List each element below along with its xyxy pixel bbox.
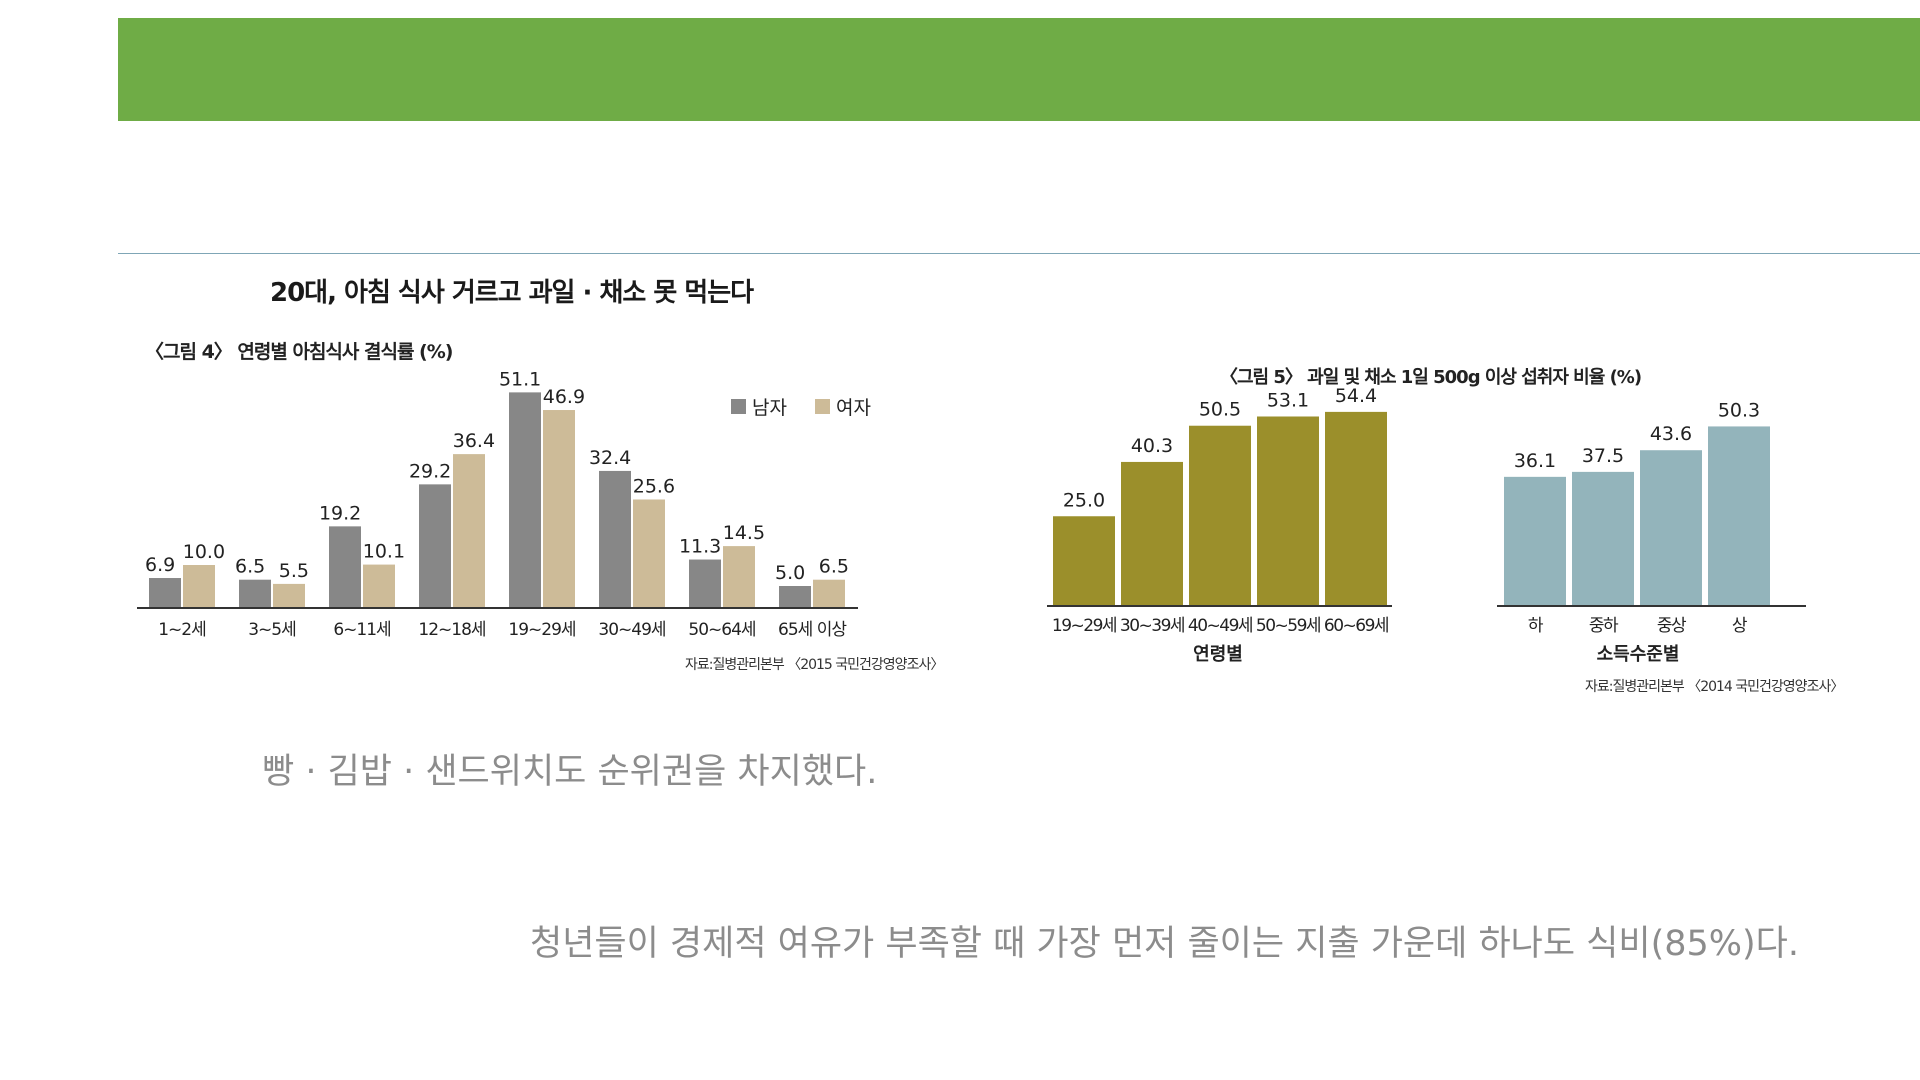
chart1-source: 자료:질병관리본부 〈2015 국민건강영양조사〉 — [685, 657, 944, 673]
x-tick-label: 60~69세 — [1324, 616, 1388, 636]
data-label-female: 46.9 — [543, 386, 585, 408]
legend-swatch — [731, 399, 746, 414]
data-label-male: 11.3 — [679, 536, 721, 558]
data-label: 25.0 — [1063, 489, 1105, 511]
data-label-male: 32.4 — [589, 447, 631, 469]
data-label: 50.5 — [1199, 399, 1241, 421]
group-label: 소득수준별 — [1597, 644, 1680, 665]
caption-second: 청년들이 경제적 여유가 부족할 때 가장 먼저 줄이는 지출 가운데 하나도 … — [530, 924, 1800, 964]
chart2-source: 자료:질병관리본부 〈2014 국민건강영양조사〉 — [1585, 679, 1844, 695]
caption-first: 빵 · 김밥 · 샌드위치도 순위권을 차지했다. — [262, 752, 878, 792]
x-tick-label: 50~59세 — [1256, 616, 1320, 636]
data-label-female: 10.0 — [183, 541, 225, 563]
data-label: 54.4 — [1335, 385, 1377, 407]
header-banner — [118, 18, 1920, 121]
bar — [1504, 476, 1566, 605]
chart2-title: 〈그림 5〉 과일 및 채소 1일 500g 이상 섭취자 비율 (%) — [1220, 367, 1642, 388]
data-label-male: 6.5 — [235, 556, 265, 578]
bar-female — [273, 583, 305, 607]
bar-female — [813, 579, 845, 607]
section-divider — [118, 253, 1920, 254]
x-tick-label: 중하 — [1589, 616, 1619, 636]
legend-label: 여자 — [836, 397, 871, 419]
data-label: 50.3 — [1718, 399, 1760, 421]
x-tick-label: 50~64세 — [688, 620, 755, 640]
bar-male — [509, 392, 541, 607]
bar — [1053, 516, 1115, 605]
bar-female — [543, 410, 575, 607]
data-label: 37.5 — [1582, 445, 1624, 467]
x-tick-label: 하 — [1528, 616, 1544, 636]
bar — [1572, 471, 1634, 605]
bar-male — [779, 586, 811, 607]
bar-female — [453, 454, 485, 607]
data-label: 43.6 — [1650, 423, 1692, 445]
x-tick-label: 3~5세 — [248, 620, 296, 640]
x-tick-label: 30~49세 — [598, 620, 665, 640]
x-tick-label: 19~29세 — [508, 620, 575, 640]
bar-male — [149, 578, 181, 607]
bar — [1708, 426, 1770, 605]
x-tick-label: 40~49세 — [1188, 616, 1252, 636]
data-label: 40.3 — [1131, 435, 1173, 457]
data-label-female: 5.5 — [279, 560, 309, 582]
data-label-male: 6.9 — [145, 554, 175, 576]
data-label-male: 5.0 — [775, 562, 805, 584]
data-label: 53.1 — [1267, 389, 1309, 411]
x-tick-label: 12~18세 — [418, 620, 485, 640]
x-tick-label: 중상 — [1657, 616, 1687, 636]
bar-male — [239, 579, 271, 607]
group-label: 연령별 — [1193, 644, 1243, 665]
x-tick-label: 상 — [1732, 616, 1748, 636]
bar — [1257, 416, 1319, 605]
bar-male — [689, 559, 721, 607]
bar-female — [183, 565, 215, 607]
bar-male — [419, 484, 451, 607]
data-label-female: 25.6 — [633, 475, 675, 497]
data-label-female: 14.5 — [723, 522, 765, 544]
chart1-title: 〈그림 4〉 연령별 아침식사 결식률 (%) — [145, 341, 453, 363]
x-tick-label: 65세 이상 — [778, 620, 847, 640]
data-label-male: 29.2 — [409, 460, 451, 482]
legend-swatch — [815, 399, 830, 414]
bar — [1325, 411, 1387, 605]
bar-female — [633, 499, 665, 607]
bar-male — [329, 526, 361, 607]
bar-female — [363, 564, 395, 607]
data-label-female: 36.4 — [453, 430, 495, 452]
data-label-male: 51.1 — [499, 368, 541, 390]
infographic-headline: 20대, 아침 식사 거르고 과일 · 채소 못 먹는다 — [270, 278, 754, 308]
x-tick-label: 6~11세 — [333, 620, 390, 640]
bar-male — [599, 470, 631, 607]
data-label: 36.1 — [1514, 450, 1556, 472]
data-label-female: 10.1 — [363, 541, 405, 563]
bar — [1121, 461, 1183, 605]
bar — [1189, 425, 1251, 605]
data-label-female: 6.5 — [819, 556, 849, 578]
legend-label: 남자 — [752, 397, 787, 419]
x-tick-label: 19~29세 — [1052, 616, 1116, 636]
bar — [1640, 450, 1702, 605]
bar-female — [723, 546, 755, 607]
x-tick-label: 30~39세 — [1120, 616, 1184, 636]
x-tick-label: 1~2세 — [158, 620, 206, 640]
data-label-male: 19.2 — [319, 502, 361, 524]
